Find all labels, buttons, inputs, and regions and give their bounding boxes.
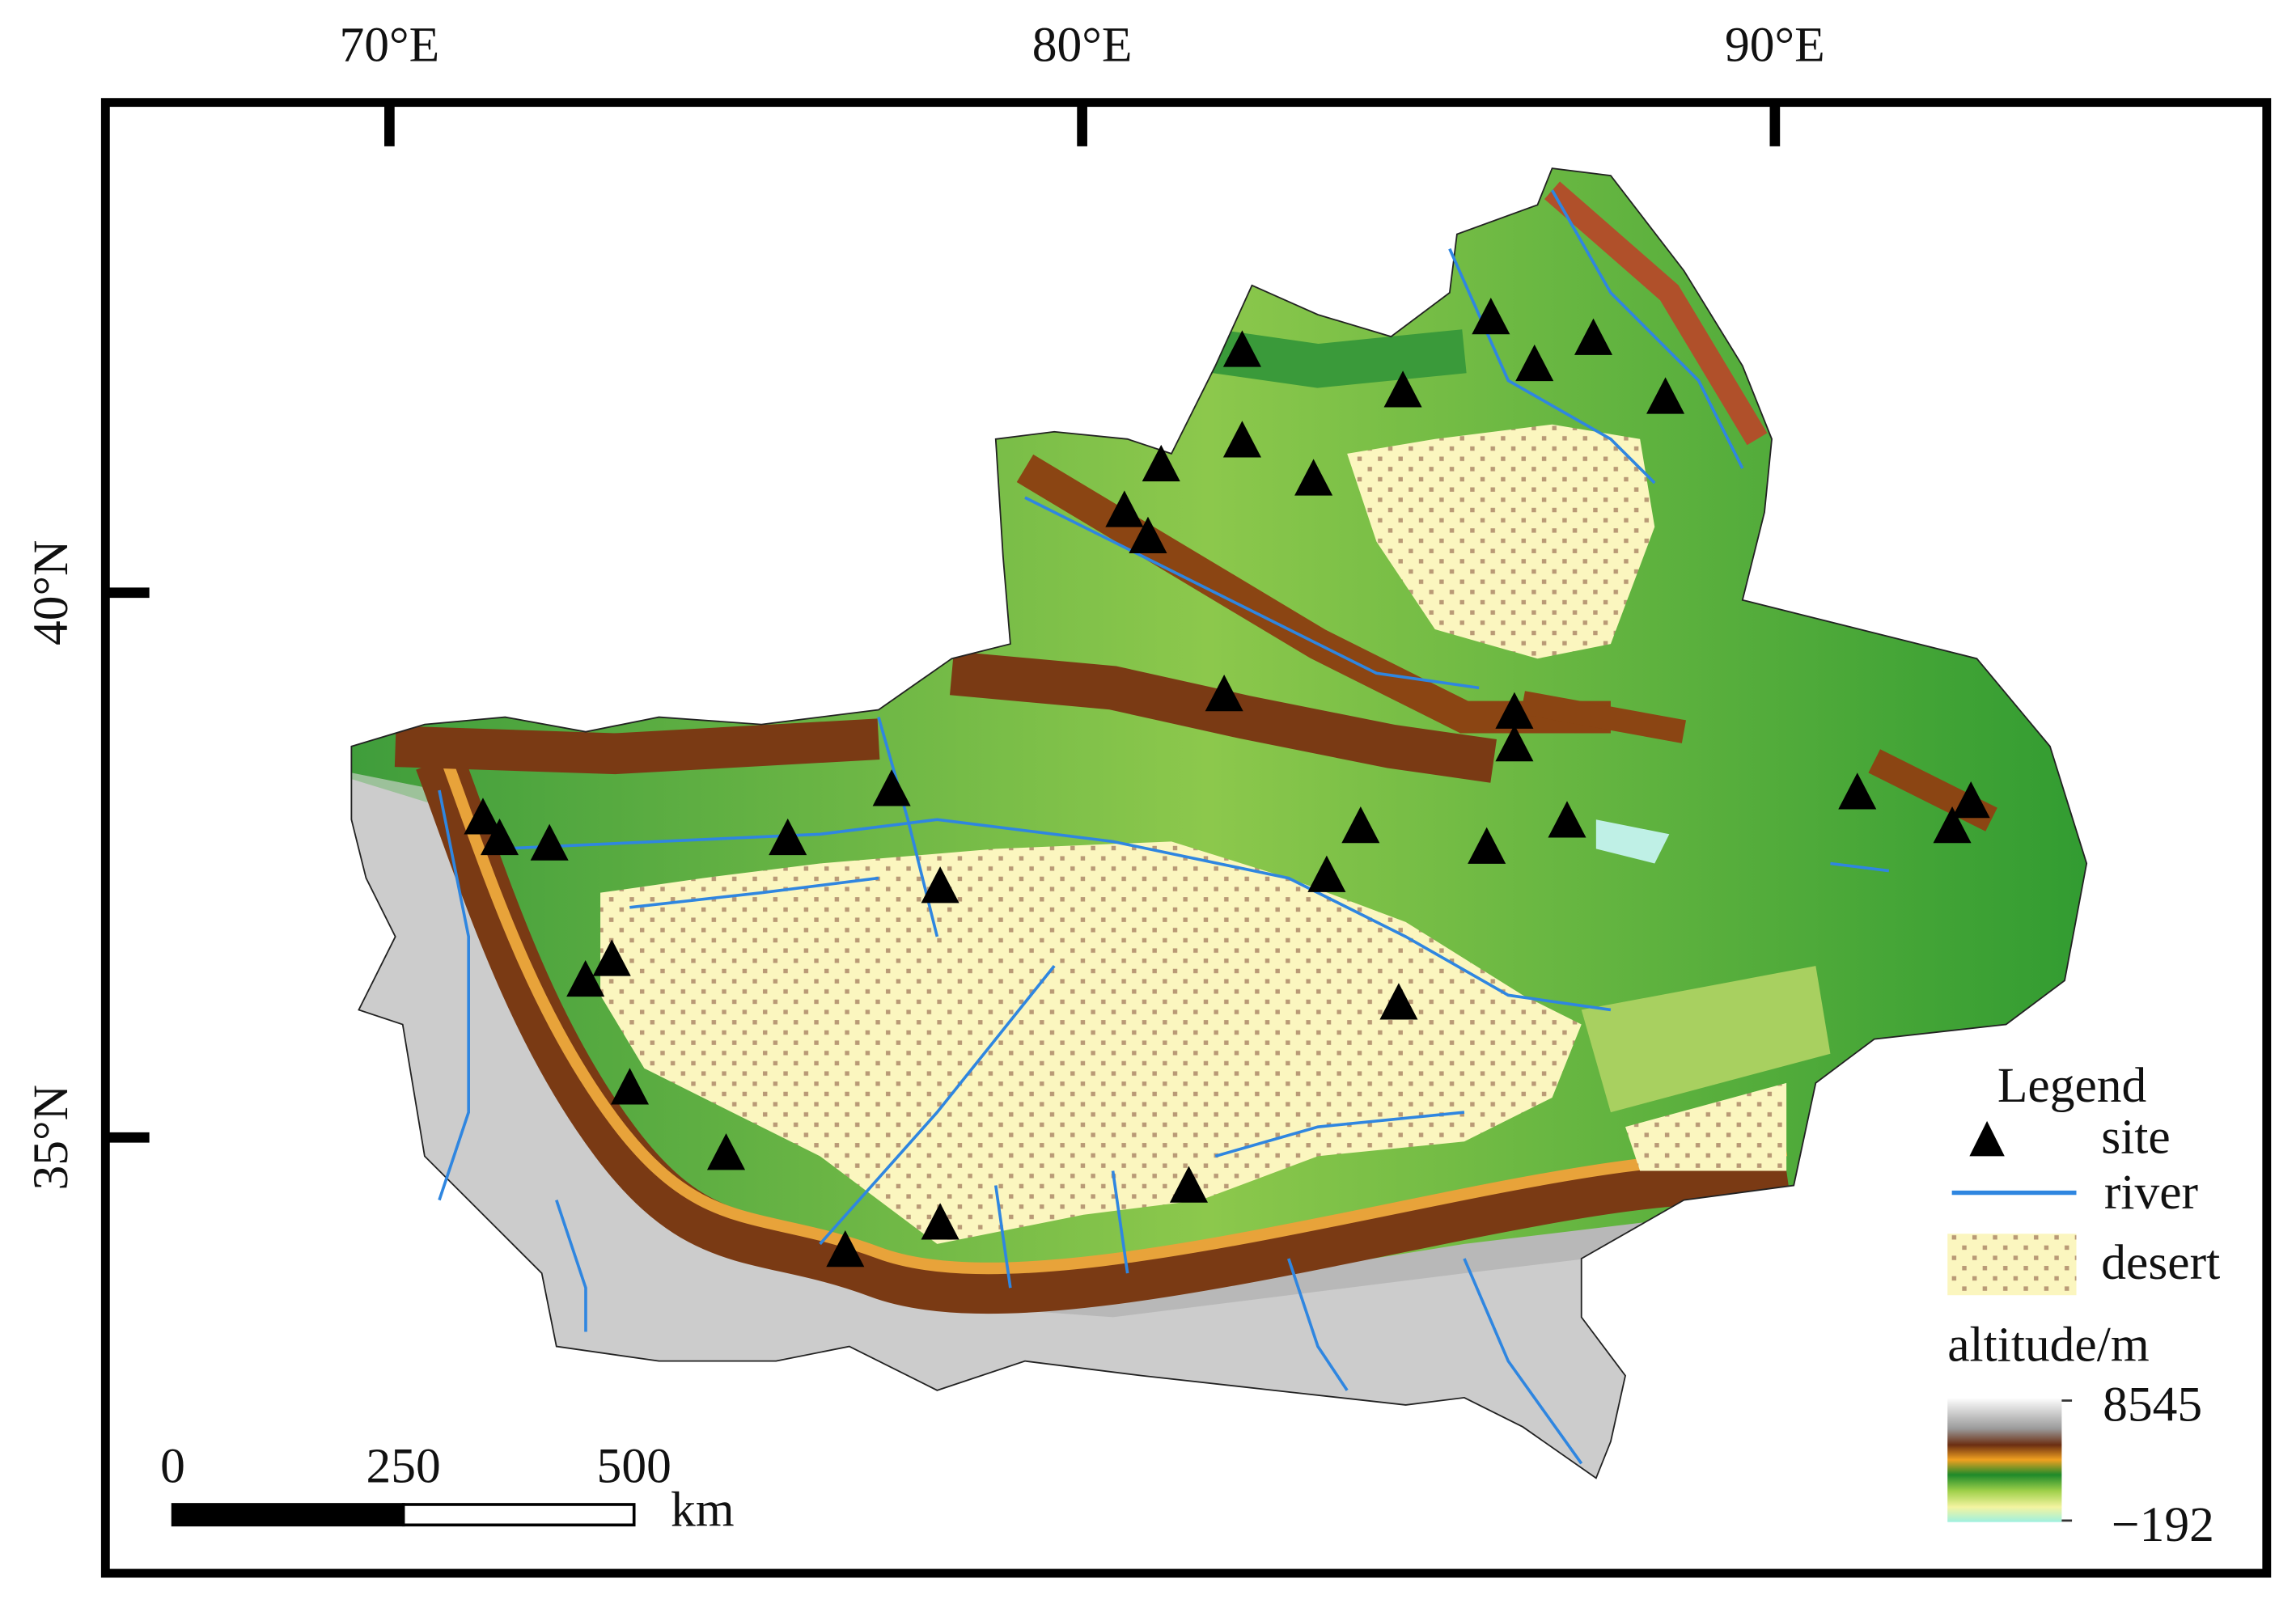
legend: Legend site river desert altitude/m 8545… — [1947, 1058, 2220, 1552]
site — [1515, 344, 1554, 382]
site — [1951, 781, 1990, 819]
river — [1448, 248, 1656, 485]
lon-tick-label: 90°E — [1725, 18, 1825, 73]
scale-bar: km 0 250 500 — [160, 1438, 734, 1537]
rivers — [438, 189, 1890, 1465]
site — [1468, 827, 1506, 864]
legend-site-label: site — [2101, 1109, 2170, 1164]
site — [769, 818, 807, 856]
river — [555, 1200, 587, 1332]
site — [706, 1133, 746, 1170]
colorbar-min-label: −192 — [2112, 1497, 2214, 1552]
scale-tick-label: 500 — [597, 1438, 671, 1493]
map-frame — [100, 98, 2272, 1578]
scale-segment — [171, 1503, 405, 1527]
site — [464, 798, 502, 835]
site — [480, 818, 519, 856]
site — [1307, 855, 1346, 892]
river — [1111, 1170, 1129, 1274]
site — [1933, 806, 1972, 844]
site — [610, 1068, 650, 1105]
lon-tick-label: 80°E — [1032, 18, 1133, 73]
river — [1024, 496, 1480, 690]
deserts — [600, 424, 1787, 1244]
site — [826, 1229, 865, 1268]
scale-segment — [401, 1503, 636, 1527]
sites — [464, 298, 1990, 1268]
site — [566, 959, 605, 997]
lat-tick-label: 40°N — [23, 540, 78, 646]
legend-site-symbol — [1969, 1120, 2005, 1157]
river — [438, 789, 470, 1201]
terrain — [351, 168, 2087, 1479]
scale-unit: km — [671, 1483, 735, 1538]
river — [498, 818, 1612, 1012]
site — [1341, 806, 1380, 844]
site — [1222, 330, 1261, 367]
altitude-colorbar — [1947, 1397, 2062, 1522]
site — [1379, 983, 1418, 1020]
site — [1495, 692, 1534, 729]
site — [1838, 772, 1877, 810]
desert-area — [600, 841, 1582, 1244]
river — [1214, 1111, 1465, 1158]
site — [1222, 421, 1261, 458]
lat-tick-label: 35°N — [23, 1085, 78, 1191]
site — [1472, 298, 1510, 335]
site — [1294, 459, 1333, 496]
site — [530, 823, 569, 861]
legend-title: Legend — [1997, 1058, 2147, 1113]
site — [1205, 675, 1243, 712]
colorbar-max-label: 8545 — [2103, 1377, 2202, 1432]
river — [1287, 1258, 1349, 1391]
desert-area — [1625, 1082, 1787, 1171]
legend-desert-symbol — [1947, 1234, 2077, 1296]
desert-area — [1347, 424, 1655, 659]
legend-desert-label: desert — [2101, 1235, 2220, 1290]
scale-tick-label: 250 — [366, 1438, 440, 1493]
legend-altitude-title: altitude/m — [1947, 1317, 2149, 1372]
river — [819, 965, 1056, 1246]
site — [921, 1203, 959, 1240]
river — [1550, 189, 1744, 469]
site — [1383, 370, 1422, 408]
site — [1495, 725, 1534, 762]
region-outline — [350, 167, 2088, 1479]
river — [1830, 861, 1890, 873]
site — [872, 769, 911, 806]
site — [1548, 801, 1586, 838]
river — [993, 1185, 1012, 1289]
site — [1129, 516, 1167, 553]
legend-river-label: river — [2104, 1165, 2198, 1220]
site — [1105, 490, 1144, 527]
site — [1169, 1166, 1209, 1203]
site — [1142, 444, 1180, 482]
site — [1574, 318, 1613, 355]
site — [921, 866, 959, 904]
scale-tick-label: 0 — [160, 1438, 185, 1493]
site — [592, 939, 631, 976]
river — [1463, 1258, 1583, 1465]
river — [629, 876, 879, 909]
site — [1646, 377, 1685, 414]
lon-tick-label: 70°E — [340, 18, 440, 73]
